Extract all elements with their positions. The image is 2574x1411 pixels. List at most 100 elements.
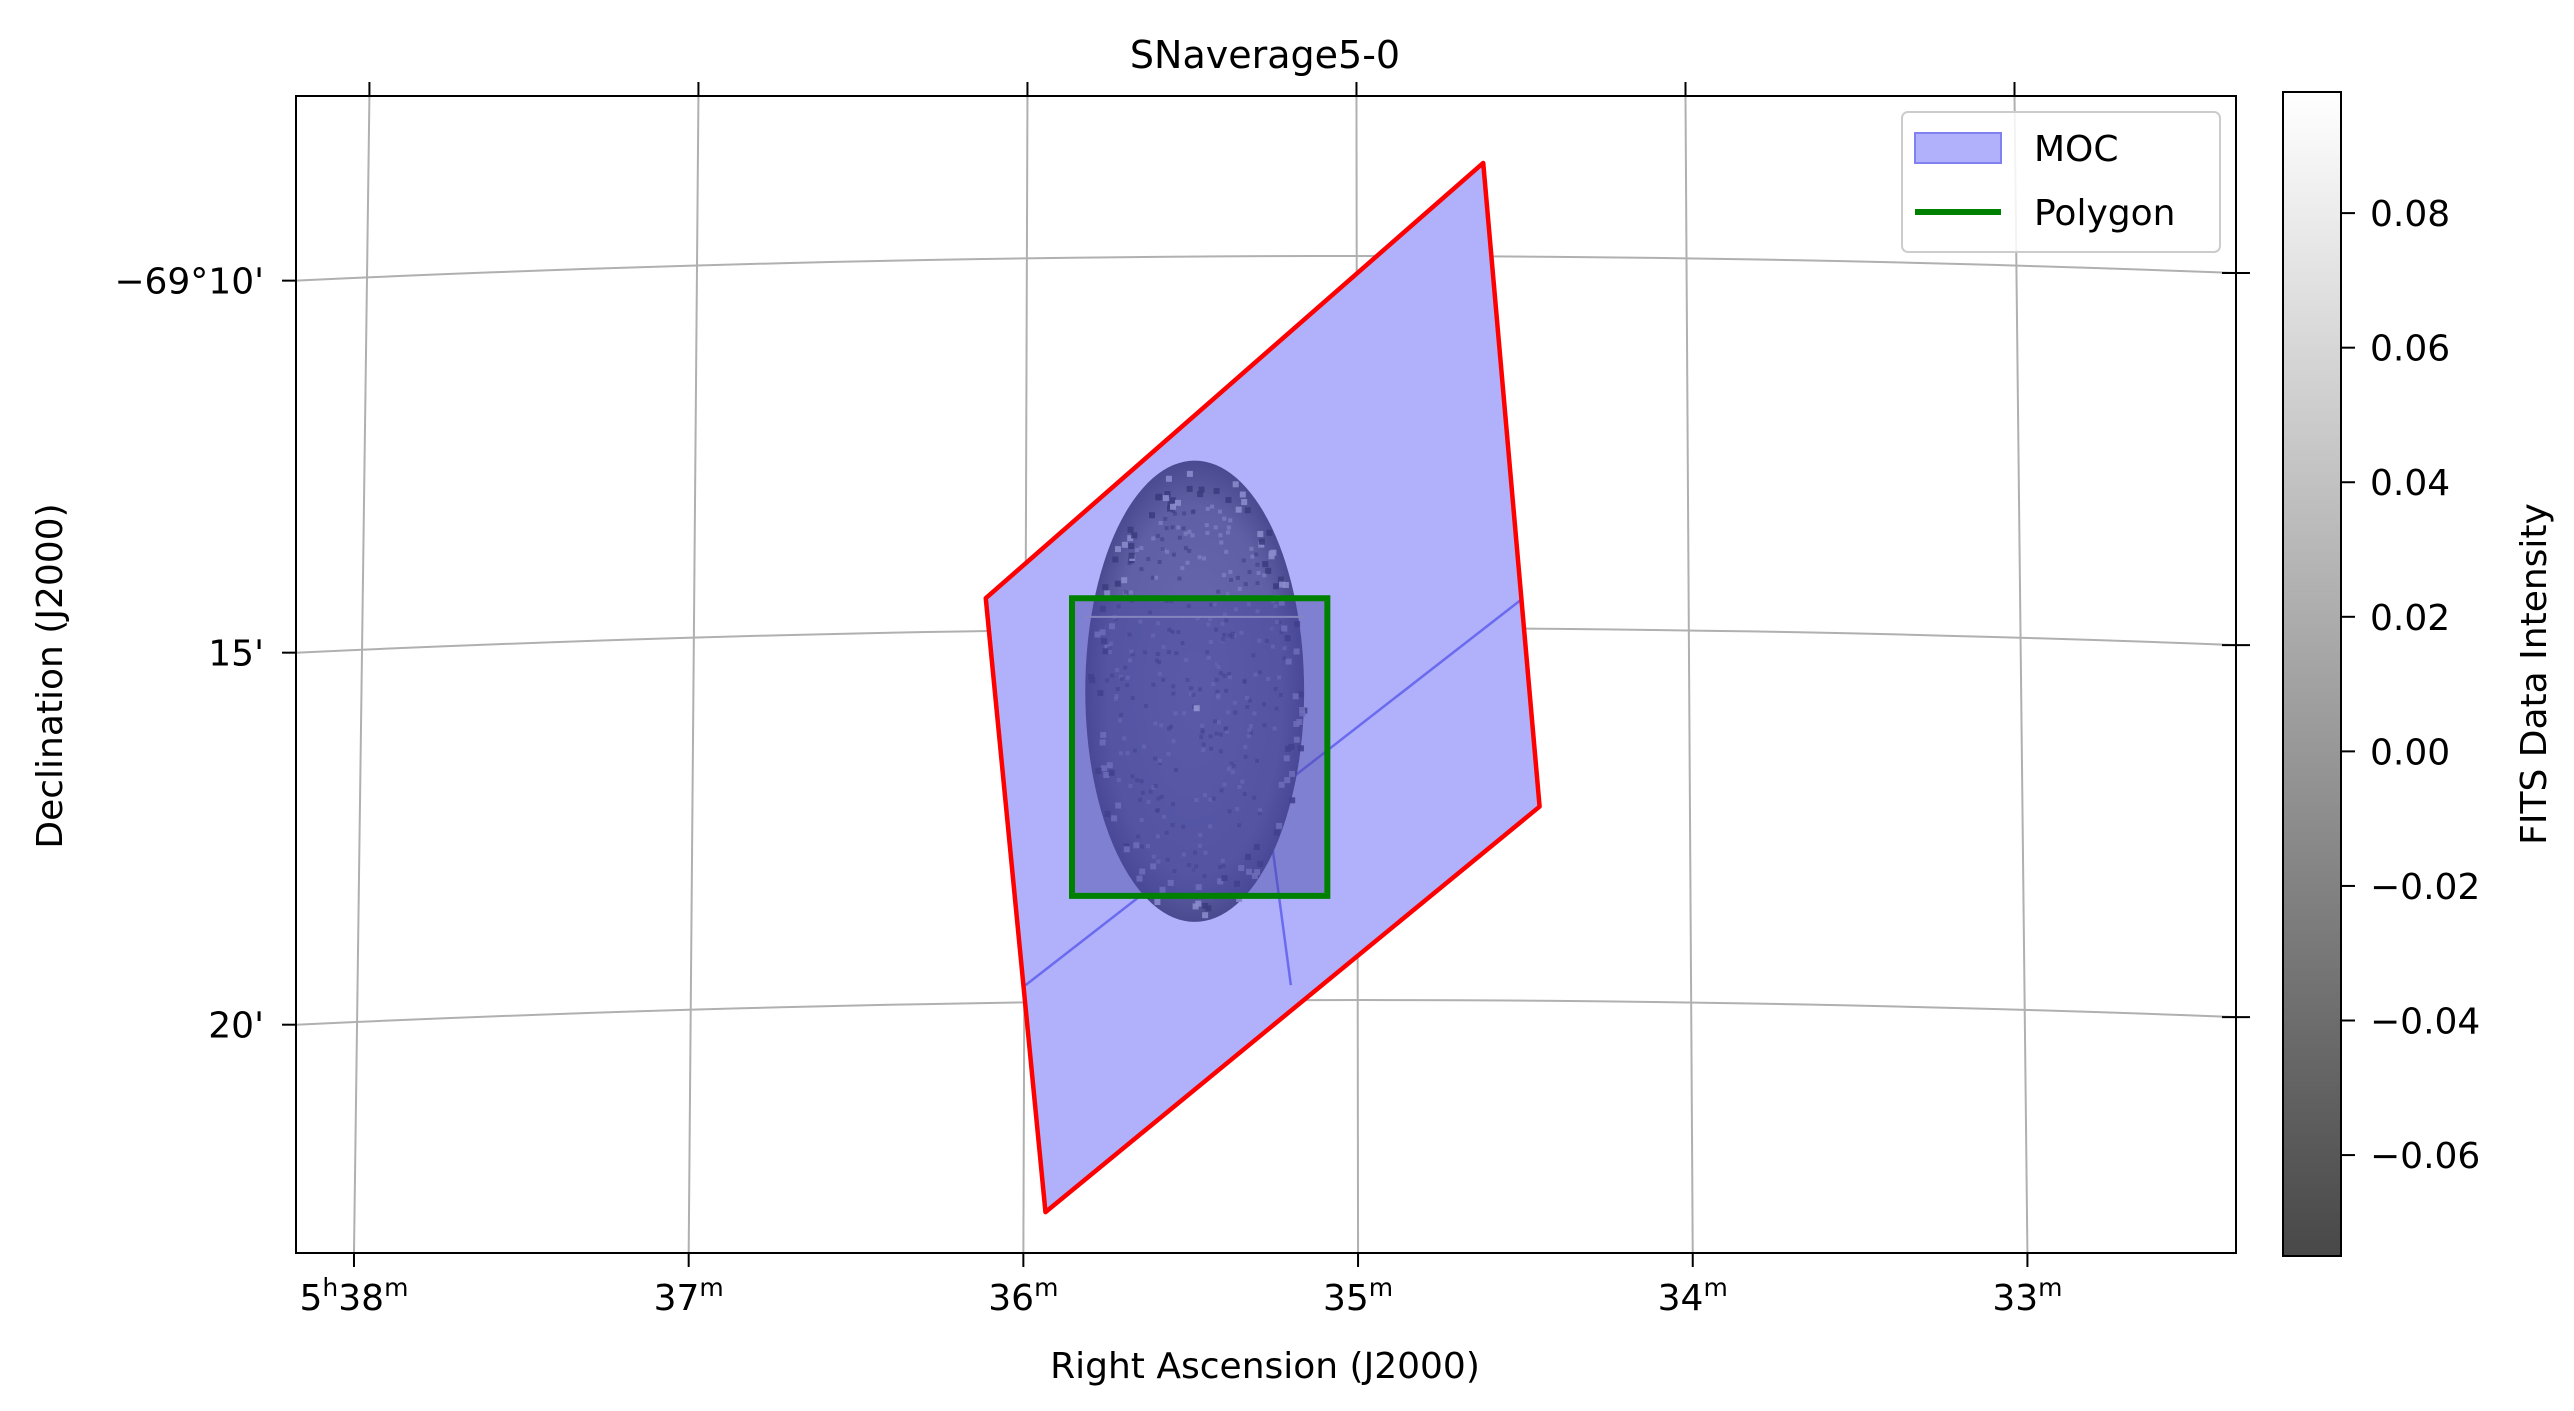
fits-pixel [1154,899,1161,905]
fits-pixel [1151,536,1156,541]
fits-pixel [1155,494,1162,501]
fits-pixel [1188,692,1193,697]
fits-pixel [1156,796,1161,801]
fits-pixel [1272,726,1277,731]
colorbar: 0.08 0.06 0.04 0.02 0.00 −0.02 −0.04 −0.06 FITS… [2282,91,2555,1257]
fits-pixel [1205,506,1210,511]
fits-pixel [1123,590,1128,595]
fits-pixel [1166,751,1171,756]
fits-pixel [1138,797,1143,802]
fits-pixel [1099,739,1106,746]
fits-pixel [1208,824,1213,829]
fits-pixel [1212,602,1217,607]
fits-pixel [1193,850,1197,855]
fits-pixel [1230,635,1235,639]
fits-pixel [1184,658,1189,663]
fits-pixel [1163,516,1168,521]
fits-pixel [1283,755,1290,762]
fits-pixel [1238,865,1245,871]
fits-pixel [1277,576,1284,583]
fits-pixel [1253,844,1260,850]
fits-pixel [1222,782,1227,787]
fits-pixel [1118,751,1123,756]
fits-pixel [1109,623,1115,630]
fits-pixel [1133,842,1140,849]
fits-pixel [1139,844,1144,849]
colorbar-tick-label: 0.08 [2370,194,2450,235]
fits-pixel [1165,475,1172,482]
fits-pixel [1215,689,1220,694]
fits-pixel [1155,652,1160,656]
fits-pixel [1197,555,1202,560]
fits-pixel [1213,487,1220,494]
fits-pixel [1231,763,1236,768]
fits-pixel [1128,552,1135,559]
fits-pixel [1215,662,1220,667]
fits-pixel [1269,626,1274,631]
colorbar-tick-label: 0.02 [2370,598,2450,639]
fits-pixel [1198,687,1203,692]
fits-pixel [1242,679,1247,684]
fits-pixel [1135,778,1140,783]
fits-pixel [1151,854,1156,859]
fits-pixel [1262,723,1267,728]
fits-pixel [1173,711,1178,716]
fits-pixel [1296,719,1303,725]
fits-pixel [1156,859,1161,864]
fits-pixel [1102,584,1109,591]
fits-pixel [1155,808,1160,812]
fits-pixel [1190,510,1195,515]
fits-pixel [1202,874,1207,879]
fits-pixel [1157,560,1162,564]
fits-pixel [1240,779,1245,784]
fits-pixel [1204,523,1209,528]
fits-pixel [1213,719,1217,724]
fits-pixel [1273,686,1278,691]
fits-pixel [1226,530,1230,535]
fits-pixel [1154,658,1159,663]
fits-pixel [1130,774,1135,779]
fits-pixel [1130,652,1135,657]
fits-pixel [1104,810,1111,817]
fits-pixel [1278,781,1285,788]
fits-pixel [1198,486,1205,493]
fits-pixel [1216,589,1221,594]
fits-pixel [1206,622,1211,627]
fits-pixel [1221,875,1228,881]
fits-pixel [1244,696,1249,700]
fits-pixel [1108,650,1113,654]
fits-pixel [1216,693,1221,698]
fits-pixel [1294,621,1301,628]
fits-pixel [1190,533,1195,538]
fits-pixel [1271,599,1276,604]
fits-pixel [1227,809,1232,814]
fits-pixel [1262,561,1269,568]
fits-pixel [1166,650,1171,655]
fits-pixel [1241,499,1248,505]
x-tick-label: 35m [1323,1273,1393,1319]
x-tick-label: 5h38m [300,1273,409,1319]
fits-pixel [1276,822,1283,829]
fits-pixel [1105,678,1110,683]
polygon-fill [1072,598,1328,896]
fits-pixel [1159,886,1166,893]
fits-pixel [1139,817,1144,822]
grid-line-ra [687,95,700,1254]
fits-pixel [1128,543,1135,550]
fits-pixel [1177,535,1182,540]
fits-pixel [1224,688,1229,693]
fits-pixel [1130,696,1135,700]
fits-pixel [1219,788,1224,793]
fits-pixel [1197,491,1204,498]
fits-pixel [1189,686,1194,691]
colorbar-tick-label: −0.06 [2370,1136,2480,1177]
fits-pixel [1218,509,1222,514]
fits-pixel [1171,739,1176,744]
colorbar-tick-label: 0.06 [2370,329,2450,370]
moc-region-outline [983,160,1542,1215]
fits-pixel [1121,577,1128,584]
fits-pixel [1245,705,1250,709]
fits-pixel [1243,754,1248,759]
fits-pixel [1171,552,1176,557]
fits-pixel [1118,718,1122,723]
